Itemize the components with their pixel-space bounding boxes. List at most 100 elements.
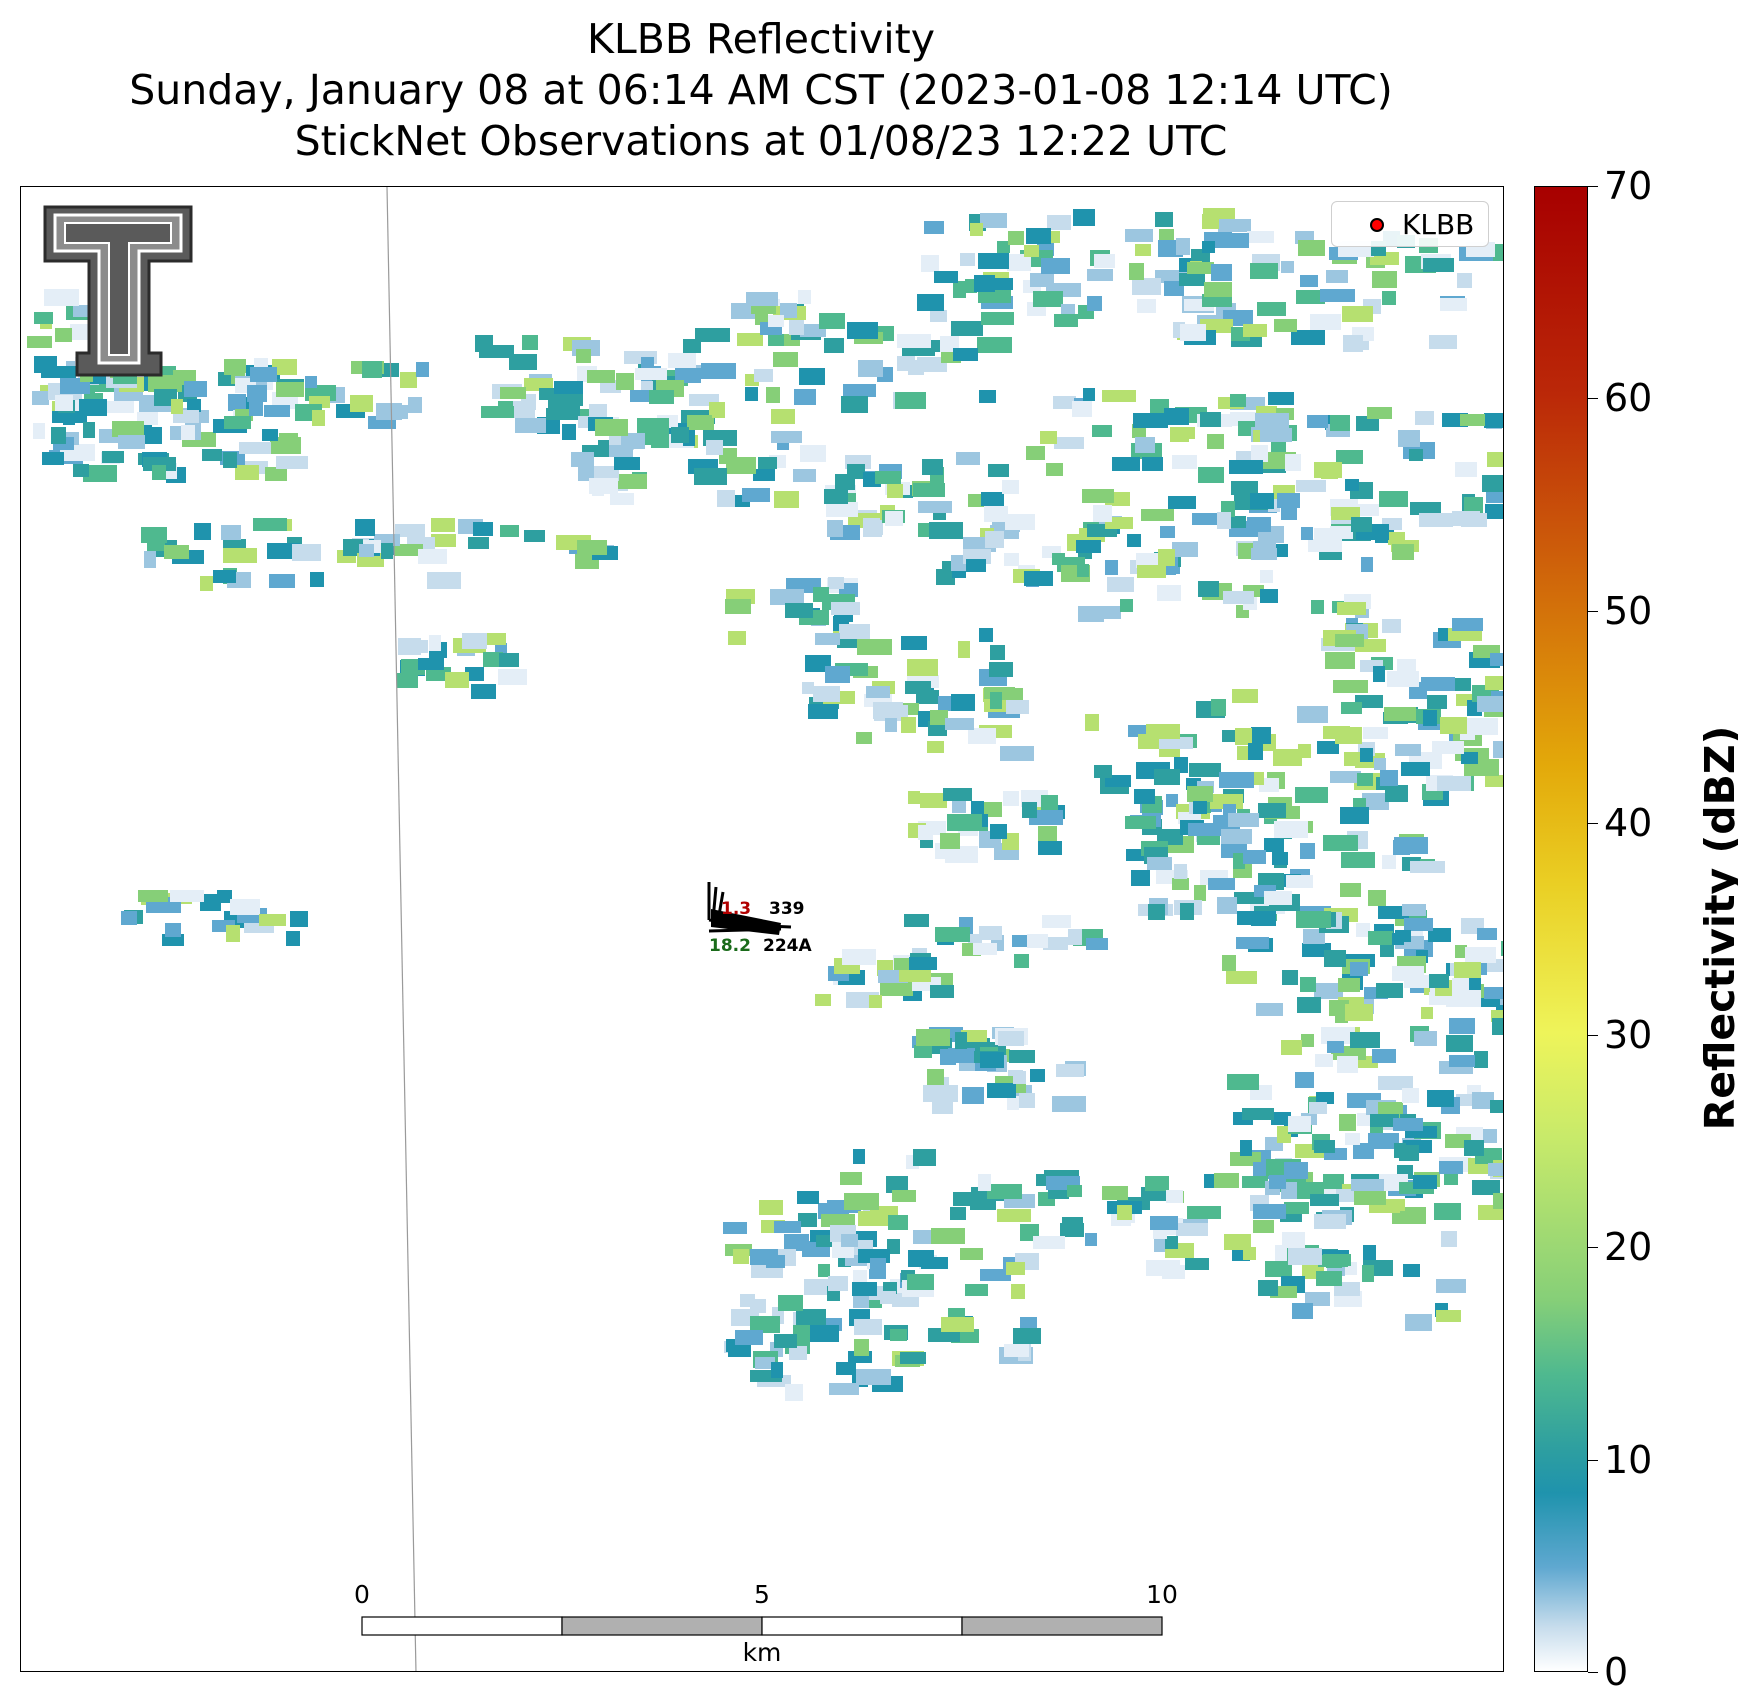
echo-pixel — [1229, 460, 1263, 474]
echo-pixel — [1226, 971, 1257, 984]
echo-pixel — [1321, 1027, 1355, 1044]
echo-pixel — [235, 465, 259, 480]
echo-pixel — [1019, 1093, 1035, 1108]
echo-pixel — [305, 376, 317, 388]
echo-pixel — [1457, 273, 1472, 288]
echo-pixel — [1014, 954, 1029, 968]
echo-pixel — [138, 890, 168, 902]
echo-pixel — [1395, 744, 1421, 756]
echo-pixel — [1331, 507, 1360, 520]
echo-pixel — [223, 452, 237, 468]
echo-pixel — [997, 1209, 1031, 1222]
echo-pixel — [1395, 930, 1411, 942]
echo-pixel — [847, 322, 878, 339]
echo-pixel — [1351, 1179, 1384, 1191]
echo-pixel — [701, 363, 736, 379]
echo-pixel — [1243, 324, 1267, 337]
echo-pixel — [1339, 1114, 1356, 1131]
echo-pixel — [524, 378, 553, 391]
echo-pixel — [875, 471, 901, 484]
echo-pixel — [930, 985, 954, 998]
echo-pixel — [886, 1176, 908, 1193]
echo-pixel — [914, 1045, 932, 1058]
echo-pixel — [1013, 1071, 1026, 1084]
echo-pixel — [362, 361, 382, 378]
echo-pixel — [1398, 430, 1420, 447]
echo-pixel — [1176, 1223, 1208, 1236]
echo-pixel — [985, 531, 1004, 548]
echo-pixel — [1146, 724, 1180, 739]
echo-pixel — [1338, 978, 1360, 992]
echo-pixel — [1136, 553, 1158, 568]
echo-pixel — [789, 320, 804, 335]
echo-pixel — [465, 667, 484, 681]
echo-pixel — [483, 652, 503, 667]
scale-segment-4 — [961, 1616, 1163, 1636]
echo-pixel — [1341, 852, 1375, 868]
echo-pixel — [102, 451, 124, 463]
echo-pixel — [1022, 802, 1037, 818]
echo-pixel — [1042, 915, 1071, 928]
echo-pixel — [1402, 904, 1426, 916]
echo-pixel — [887, 484, 903, 498]
colorbar — [1534, 186, 1588, 1672]
echo-pixel — [913, 483, 945, 497]
echo-pixel — [1211, 264, 1232, 281]
echo-pixel — [836, 1362, 856, 1375]
echo-pixel — [1281, 1040, 1302, 1055]
echo-pixel — [1041, 795, 1058, 810]
echo-pixel — [1292, 1303, 1313, 1319]
echo-pixel — [100, 401, 134, 413]
colorbar-tick-mark — [1588, 822, 1598, 824]
echo-pixel — [515, 418, 546, 433]
echo-pixel — [1410, 861, 1445, 873]
echo-pixel — [230, 899, 260, 915]
echo-pixel — [1150, 1216, 1178, 1230]
echo-pixel — [1477, 696, 1503, 712]
echo-pixel — [1392, 966, 1424, 981]
echo-pixel — [1117, 1205, 1132, 1220]
echo-pixel — [1255, 413, 1289, 429]
echo-pixel — [979, 628, 993, 642]
echo-pixel — [1247, 517, 1271, 532]
echo-pixel — [1288, 1248, 1322, 1265]
echo-pixel — [979, 926, 1002, 940]
echo-pixel — [481, 406, 514, 418]
echo-pixel — [1264, 891, 1292, 905]
echo-pixel — [987, 1083, 1016, 1098]
echo-pixel — [870, 1258, 886, 1274]
echo-pixel — [262, 429, 278, 441]
echo-pixel — [1134, 789, 1155, 804]
echo-pixel — [1162, 1265, 1185, 1279]
echo-pixel — [1432, 741, 1464, 754]
echo-pixel — [894, 958, 910, 971]
echo-pixel — [1006, 700, 1029, 714]
echo-pixel — [1437, 776, 1471, 791]
echo-pixel — [112, 421, 144, 437]
radar-map[interactable]: KLBB 1.3 339 18.2 224A 0 5 10 km — [20, 186, 1504, 1672]
legend-label: KLBB — [1402, 208, 1475, 241]
echo-pixel — [901, 636, 927, 650]
echo-pixel — [1449, 1018, 1475, 1034]
echo-pixel — [41, 366, 76, 378]
echo-pixel — [918, 501, 952, 513]
echo-pixel — [1397, 659, 1416, 675]
echo-pixel — [827, 520, 843, 537]
echo-pixel — [1187, 786, 1213, 802]
echo-pixel — [1120, 599, 1133, 612]
echo-pixel — [770, 589, 804, 605]
echo-pixel — [562, 424, 576, 440]
echo-pixel — [774, 1334, 797, 1348]
echo-pixel — [771, 431, 802, 443]
colorbar-tick-label: 30 — [1604, 1013, 1653, 1058]
echo-pixel — [595, 419, 628, 436]
echo-pixel — [1373, 666, 1385, 682]
echo-pixel — [1501, 941, 1503, 956]
echo-pixel — [987, 1184, 1022, 1199]
echo-pixel — [1308, 539, 1342, 552]
echo-pixel — [930, 710, 948, 725]
echo-pixel — [267, 543, 300, 559]
echo-pixel — [400, 372, 417, 388]
echo-pixel — [941, 1317, 974, 1332]
echo-pixel — [847, 464, 865, 479]
